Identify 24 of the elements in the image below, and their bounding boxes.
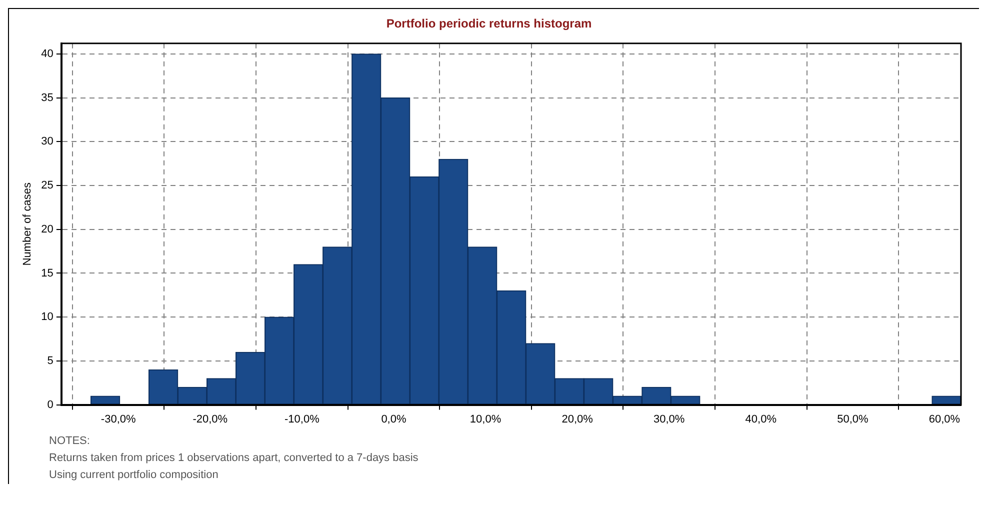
- x-tick-label: 40,0%: [745, 413, 777, 426]
- y-axis-title: Number of cases: [22, 182, 34, 266]
- text: NOTES:: [49, 434, 91, 449]
- x-tick-label: 60,0%: [928, 413, 960, 426]
- x-tick-label: -20,0%: [192, 413, 228, 426]
- x-tick-label: 0,0%: [381, 413, 406, 426]
- y-tick-label: 15: [41, 267, 54, 280]
- y-tick-label: 30: [41, 136, 54, 148]
- y-tick-label: 25: [41, 180, 54, 192]
- x-tick-label: -10,0%: [284, 413, 320, 426]
- text: Using current portfolio composition: [49, 468, 220, 483]
- y-tick-label: 20: [41, 223, 54, 236]
- x-tick-label: -30,0%: [100, 413, 136, 426]
- x-tick-label: 10,0%: [470, 413, 502, 426]
- y-tick-label: 35: [41, 92, 54, 104]
- y-tick-label: 40: [41, 48, 54, 60]
- y-tick-label: 0: [47, 398, 54, 411]
- x-tick-label: 20,0%: [562, 413, 594, 426]
- chart-title: Portfolio periodic returns histogram: [386, 16, 592, 31]
- y-tick-label: 5: [47, 354, 54, 367]
- x-tick-label: 30,0%: [654, 413, 685, 426]
- x-tick-label: 50,0%: [837, 413, 868, 426]
- text: Returns taken from prices 1 observations apart, converted to a 7-days basis: [49, 451, 420, 466]
- y-tick-label: 10: [41, 311, 54, 324]
